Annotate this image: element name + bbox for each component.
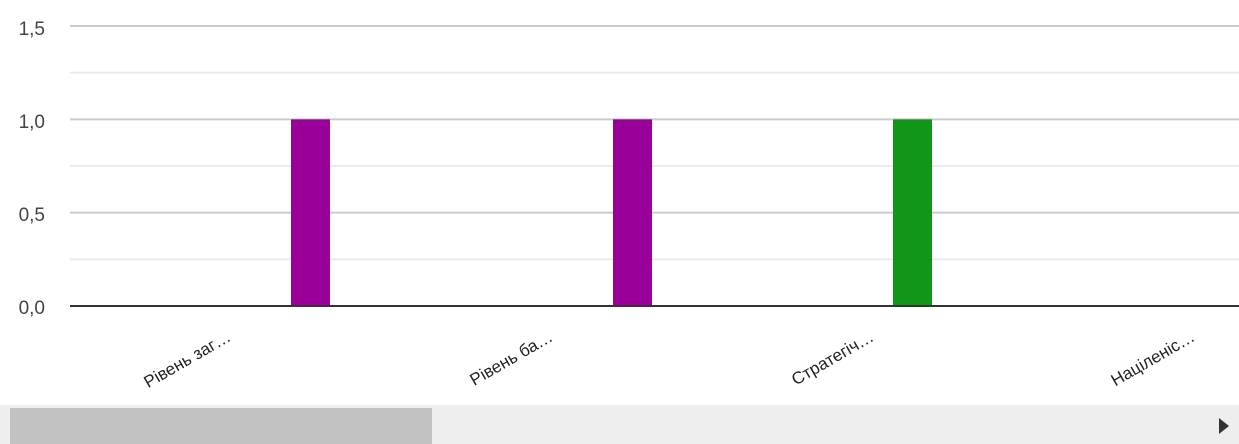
y-tick-label-3: 1,5 — [19, 19, 45, 40]
gridlines — [70, 25, 1239, 261]
scrollbar-thumb[interactable] — [10, 408, 432, 444]
x-category-label-3: Націленіс… — [1108, 327, 1198, 390]
y-axis-tick-labels: 0,0 0,5 1,0 1,5 — [19, 19, 45, 319]
y-tick-label-1: 0,5 — [19, 205, 45, 226]
x-category-label-1: Рівень ба… — [467, 327, 556, 390]
bar-0[interactable] — [291, 119, 330, 306]
horizontal-scrollbar[interactable] — [0, 405, 1239, 444]
triangle-right-icon[interactable] — [1219, 418, 1229, 434]
y-tick-label-0: 0,0 — [19, 298, 45, 319]
bars — [291, 119, 932, 306]
bar-chart: 0,0 0,5 1,0 1,5 Рівень заг… Рівень ба… С… — [19, 19, 1239, 392]
x-axis-category-labels: Рівень заг… Рівень ба… Стратегіч… Націле… — [141, 327, 1198, 392]
x-category-label-0: Рівень заг… — [141, 327, 234, 392]
bar-1[interactable] — [613, 119, 652, 306]
y-tick-label-2: 1,0 — [19, 112, 45, 133]
x-category-label-2: Стратегіч… — [788, 327, 877, 389]
bar-2[interactable] — [893, 119, 932, 306]
